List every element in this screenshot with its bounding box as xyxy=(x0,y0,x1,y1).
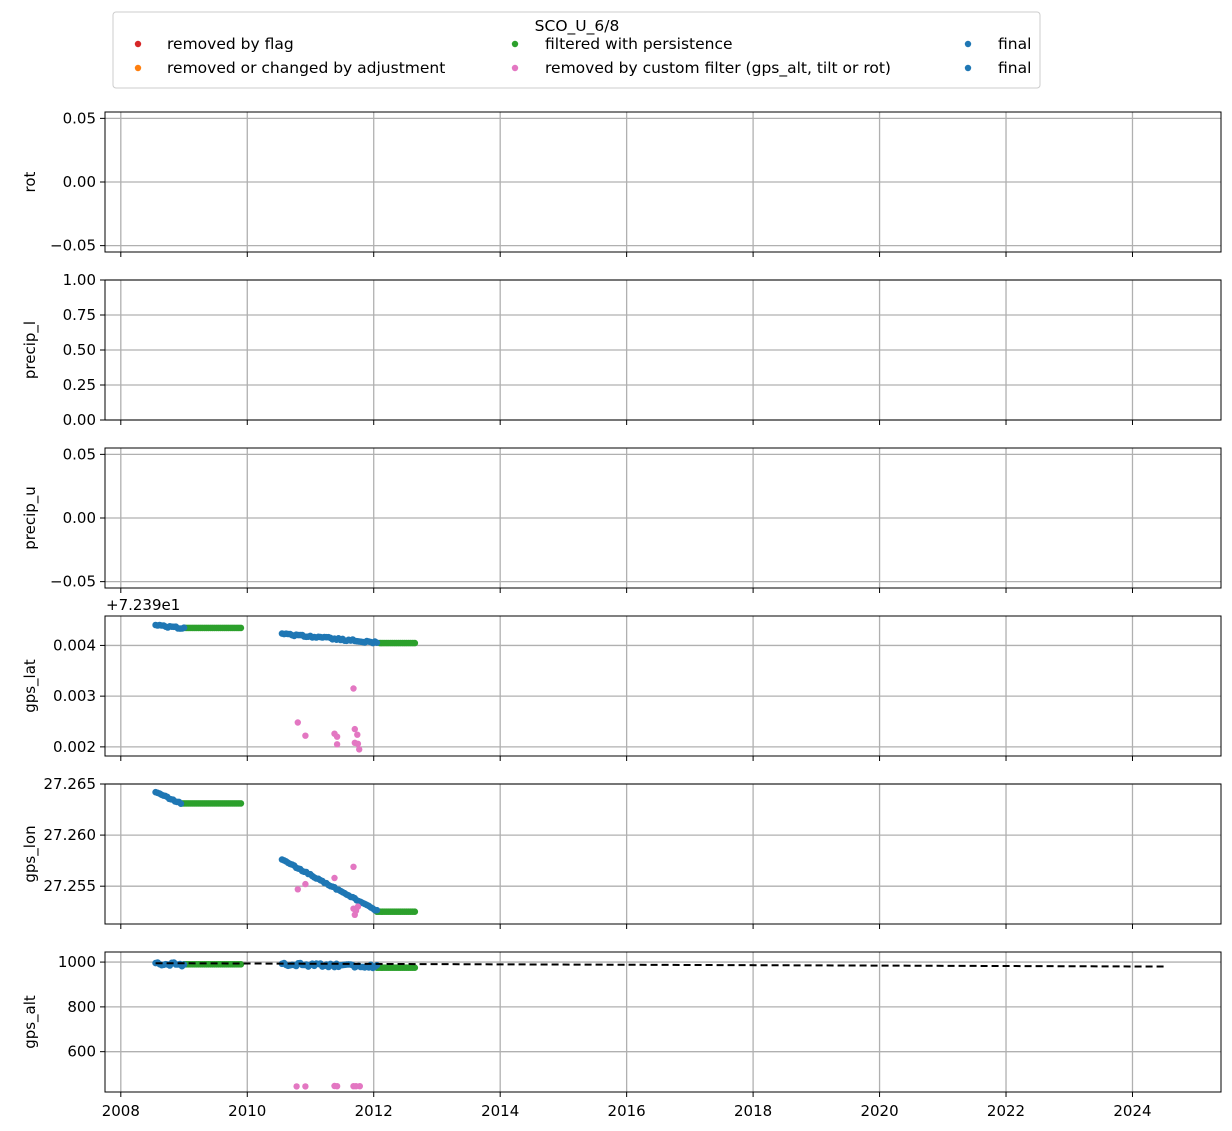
x-axis: 2008 2010 2012 2014 2016 2018 2020 2022 2024 xyxy=(102,1102,1152,1120)
data-point xyxy=(294,719,301,726)
x-tick-label: 2024 xyxy=(1113,1102,1151,1120)
x-tick-label: 2016 xyxy=(608,1102,646,1120)
y-axis-label: rot xyxy=(21,171,39,192)
panel-precip_u: −0.05 0.00 0.05 precip_u xyxy=(21,445,1222,593)
legend-marker xyxy=(134,64,142,72)
panel-gps_alt: 600 800 1000 gps_alt xyxy=(21,951,1222,1097)
legend-marker xyxy=(964,40,972,48)
x-tick-label: 2010 xyxy=(228,1102,266,1120)
y-tick-label: 0.75 xyxy=(63,306,96,324)
y-axis-label: gps_lon xyxy=(21,825,40,882)
data-point xyxy=(373,961,381,969)
data-point xyxy=(302,1083,309,1090)
data-point xyxy=(333,733,341,740)
legend-frame xyxy=(112,11,1041,89)
x-tick-label: 2008 xyxy=(102,1102,140,1120)
data-point xyxy=(354,903,362,910)
legend-marker xyxy=(134,40,142,48)
panel-precip_l: 0.00 0.25 0.50 0.75 1.00 precip_l xyxy=(21,271,1222,429)
y-tick-label: 0.05 xyxy=(63,109,96,127)
data-point xyxy=(177,800,185,807)
y-tick-label: 27.255 xyxy=(44,877,97,895)
legend-marker xyxy=(964,64,972,72)
panel-data xyxy=(152,959,1168,1090)
data-point xyxy=(333,1083,341,1090)
data-point xyxy=(373,639,381,646)
panel-frame xyxy=(104,783,1222,925)
legend-title: SCO_U_6/8 xyxy=(535,17,620,36)
panel-gps_lat: 0.002 0.003 0.004 gps_lat +7.239e1 xyxy=(21,596,1222,761)
data-point xyxy=(180,961,188,968)
offset-text: +7.239e1 xyxy=(106,596,180,614)
data-point xyxy=(237,624,245,632)
y-axis-label: precip_l xyxy=(21,321,40,379)
y-tick-label: 0.003 xyxy=(53,687,96,705)
y-tick-label: 0.00 xyxy=(63,173,96,191)
data-point xyxy=(237,800,245,807)
data-point xyxy=(351,725,358,733)
x-tick-label: 2014 xyxy=(481,1102,519,1120)
data-point xyxy=(331,874,338,882)
legend-label: final xyxy=(998,35,1031,53)
legend-marker xyxy=(511,64,519,72)
y-tick-label: 1000 xyxy=(58,953,96,971)
y-tick-label: 1.00 xyxy=(63,271,96,289)
y-axis-label: gps_alt xyxy=(21,995,40,1049)
data-point xyxy=(180,624,188,631)
data-point xyxy=(411,908,419,915)
reference-line xyxy=(155,962,1168,968)
data-point xyxy=(373,906,381,914)
legend-label: removed or changed by adjustment xyxy=(167,59,445,77)
panel-data xyxy=(152,788,419,918)
data-point xyxy=(354,731,361,738)
x-tick-label: 2022 xyxy=(987,1102,1025,1120)
y-tick-label: −0.05 xyxy=(50,573,96,591)
y-axis-label: precip_u xyxy=(21,486,40,550)
x-tick-label: 2020 xyxy=(860,1102,898,1120)
y-tick-label: 0.25 xyxy=(63,376,96,394)
panel-gps_lon: 27.255 27.260 27.265 gps_lon xyxy=(21,775,1222,929)
y-tick-label: 0.00 xyxy=(63,509,96,527)
y-tick-label: 0.004 xyxy=(53,636,96,654)
y-tick-label: 600 xyxy=(67,1043,96,1061)
x-tick-label: 2012 xyxy=(355,1102,393,1120)
data-point xyxy=(354,740,362,747)
y-axis-label: gps_lat xyxy=(21,659,40,713)
panels: −0.05 0.00 0.05 rot 0.00 0.25 0.50 0.75 1.00 prec… xyxy=(21,109,1222,1097)
panel-rot: −0.05 0.00 0.05 rot xyxy=(21,109,1222,257)
data-point xyxy=(411,964,419,971)
data-point xyxy=(302,880,309,888)
data-point xyxy=(350,863,357,870)
y-tick-label: 0.00 xyxy=(63,411,96,429)
y-tick-label: 0.50 xyxy=(63,341,96,359)
legend-label: filtered with persistence xyxy=(545,35,733,53)
data-point xyxy=(356,746,363,753)
panel-data xyxy=(152,621,419,753)
y-tick-label: −0.05 xyxy=(50,237,96,255)
data-point xyxy=(294,886,301,893)
y-tick-label: 800 xyxy=(67,998,96,1016)
data-point xyxy=(293,1083,300,1090)
data-point xyxy=(333,741,341,748)
y-tick-label: 27.265 xyxy=(44,775,97,793)
data-point xyxy=(411,639,419,647)
x-tick-label: 2018 xyxy=(734,1102,772,1120)
legend-label: removed by flag xyxy=(167,35,294,53)
legend-marker xyxy=(511,40,519,48)
data-point xyxy=(302,732,309,739)
panel-frame xyxy=(104,615,1222,757)
legend-label: removed by custom filter (gps_alt, tilt … xyxy=(545,59,891,78)
y-tick-label: 0.002 xyxy=(53,738,96,756)
legend-label: final xyxy=(998,59,1031,77)
data-point xyxy=(356,1083,363,1090)
data-point xyxy=(350,685,357,692)
y-tick-label: 27.260 xyxy=(44,826,97,844)
panel-frame xyxy=(104,951,1222,1093)
y-tick-label: 0.05 xyxy=(63,445,96,463)
data-point xyxy=(351,911,358,918)
